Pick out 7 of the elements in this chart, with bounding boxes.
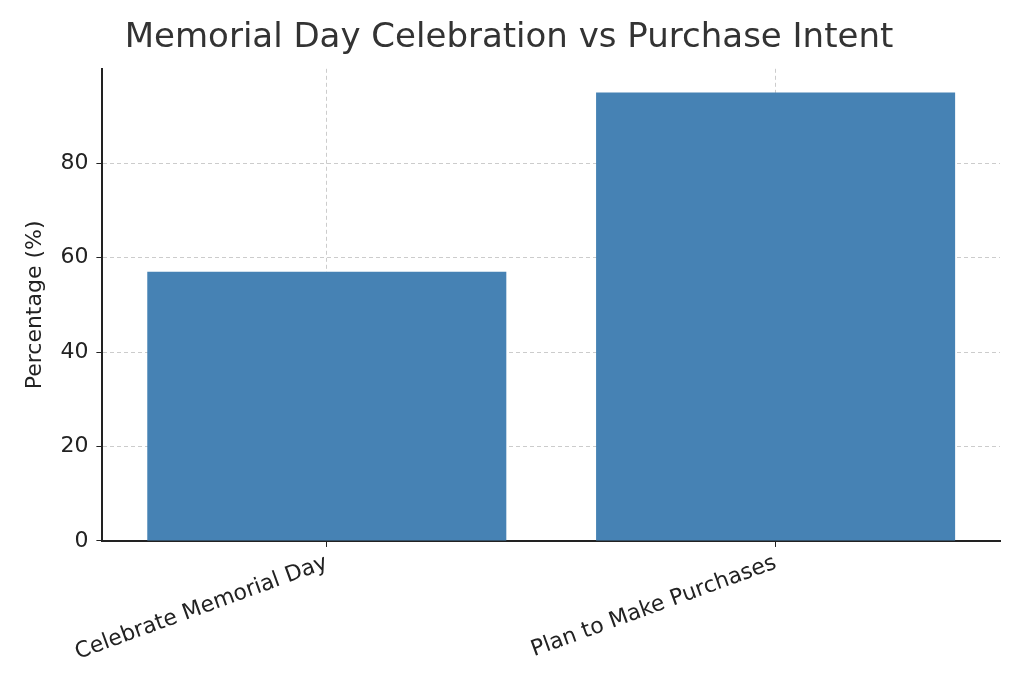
y-tick-label: 20 bbox=[60, 432, 89, 458]
y-tick-label: 80 bbox=[60, 148, 89, 174]
y-tick-label: 0 bbox=[74, 526, 89, 552]
y-axis-title: Percentage (%) bbox=[20, 220, 46, 390]
y-tick-label: 60 bbox=[60, 243, 89, 269]
y-tick-label: 40 bbox=[60, 337, 89, 363]
chart-title: Memorial Day Celebration vs Purchase Intent bbox=[124, 15, 894, 56]
